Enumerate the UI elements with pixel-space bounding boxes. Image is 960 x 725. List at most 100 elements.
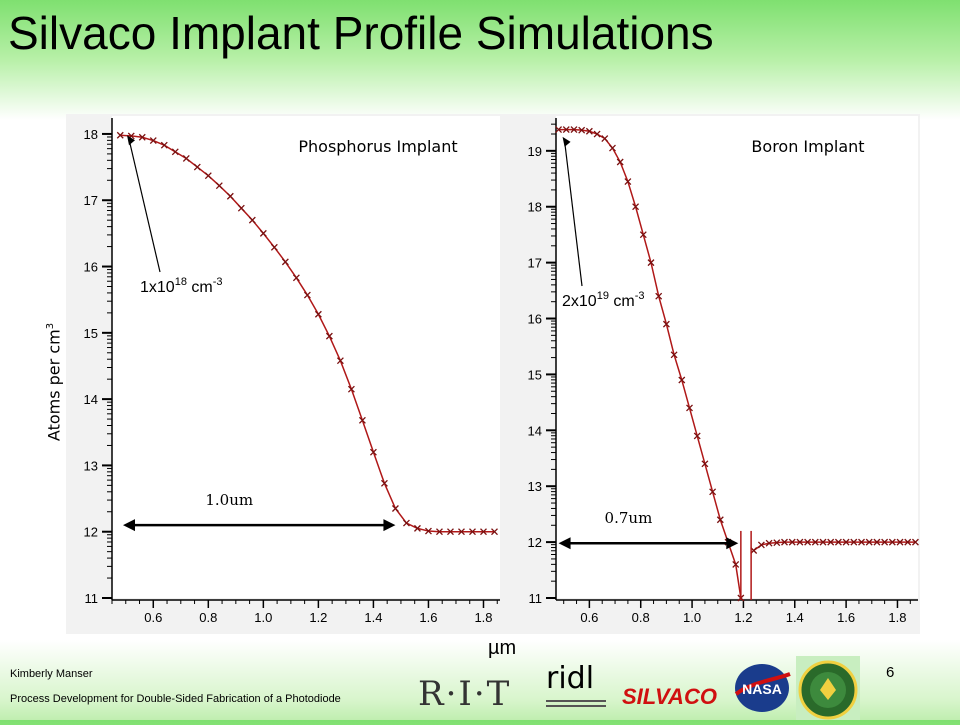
chart-1: 11 12 13 14 15 16 17 18 0.6 0.8 1.0 1.2 1.4 1.6 1.8 Pho… [84, 116, 500, 625]
x-tick-label: 1.2 [309, 610, 327, 625]
data-point [458, 528, 465, 536]
y-axis-label: Atoms per cm3 [44, 322, 64, 442]
data-point [193, 163, 201, 171]
data-point [639, 231, 647, 239]
data-point [701, 460, 709, 468]
data-point [292, 274, 300, 282]
y-tick-label: 18 [84, 127, 98, 142]
data-point [248, 216, 256, 224]
data-point [578, 126, 586, 134]
data-point [911, 538, 919, 546]
data-point [888, 538, 896, 546]
data-point [347, 385, 355, 393]
annotation-arrow-icon [562, 136, 571, 147]
data-point [160, 141, 168, 149]
data-point [601, 135, 609, 142]
data-point [796, 538, 804, 546]
x-tick-label: 0.8 [199, 610, 217, 625]
data-point [325, 332, 333, 340]
y-tick-label: 11 [85, 591, 99, 606]
annotation-arrow-icon [127, 135, 136, 146]
y-tick-label: 11 [529, 591, 543, 606]
data-point [788, 538, 796, 546]
data-point [215, 182, 223, 190]
data-point [171, 148, 179, 156]
data-point [632, 203, 640, 211]
x-tick-label: 1.6 [837, 610, 855, 625]
data-point [811, 538, 819, 546]
data-point [369, 448, 377, 456]
data-point [391, 505, 399, 512]
data-point [204, 172, 212, 180]
data-point [709, 488, 717, 496]
arrow-head-left-icon [558, 537, 571, 550]
y-tick-label: 15 [528, 367, 542, 382]
y-tick-label: 15 [84, 326, 98, 341]
data-point [182, 155, 190, 162]
profile-tail-line [753, 541, 916, 552]
data-point [716, 516, 724, 524]
y-tick-label: 12 [528, 535, 542, 550]
data-point [678, 376, 686, 384]
arrow-head-right-icon [726, 537, 739, 550]
svg-text:NASA: NASA [742, 681, 782, 697]
plot-area [112, 116, 500, 598]
page-number: 6 [886, 664, 895, 681]
footer-author: Kimberly Manser [10, 668, 93, 680]
y-tick-label: 19 [528, 144, 542, 159]
data-point [149, 137, 157, 145]
x-tick-label: 1.6 [419, 610, 437, 625]
y-tick-label: 13 [84, 458, 98, 473]
doe-seal-icon [796, 656, 860, 720]
data-point [259, 229, 267, 237]
concentration-annotation: 1x1018 cm-3 [140, 276, 223, 296]
data-point [413, 524, 421, 532]
nasa-logo: NASA [730, 660, 794, 714]
y-tick-label: 17 [84, 193, 98, 208]
data-point [834, 538, 842, 546]
measurement-label: 1.0um [205, 491, 253, 509]
y-tick-label: 14 [528, 423, 542, 438]
data-point [281, 258, 289, 266]
x-tick-label: 0.6 [580, 610, 598, 625]
y-tick-label: 16 [528, 312, 542, 327]
data-point [865, 538, 873, 546]
panel-title: Boron Implant [751, 137, 864, 156]
data-point [819, 538, 827, 546]
x-tick-label: 1.2 [734, 610, 752, 625]
data-point [781, 538, 788, 546]
data-point [380, 479, 388, 487]
ridl-logo: ridl [546, 664, 612, 716]
data-point [827, 538, 835, 546]
data-point [469, 528, 476, 536]
data-point [873, 538, 881, 546]
x-tick-label: 0.8 [632, 610, 650, 625]
data-point [585, 127, 593, 135]
data-point [480, 528, 487, 536]
x-tick-label: 1.0 [683, 610, 701, 625]
data-point [616, 158, 624, 166]
data-point [609, 144, 616, 152]
arrow-head-right-icon [383, 519, 396, 532]
data-point [336, 357, 344, 365]
data-point [804, 538, 812, 546]
data-point [491, 528, 498, 536]
data-point [881, 538, 889, 546]
data-point [647, 259, 655, 267]
x-tick-label: 0.6 [144, 610, 162, 625]
x-axis-label: µm [488, 637, 517, 659]
data-point [896, 538, 904, 546]
data-point [116, 131, 124, 139]
y-tick-label: 16 [84, 260, 98, 275]
data-point [402, 519, 410, 527]
data-point [670, 351, 678, 359]
y-tick-label: 18 [528, 200, 542, 215]
data-point [314, 310, 322, 318]
data-point [850, 538, 858, 546]
data-point [237, 204, 245, 212]
annotation-leader [128, 139, 161, 273]
data-point [655, 292, 663, 300]
x-tick-label: 1.8 [888, 610, 906, 625]
arrow-head-left-icon [123, 519, 136, 532]
x-tick-label: 1.4 [364, 610, 382, 625]
